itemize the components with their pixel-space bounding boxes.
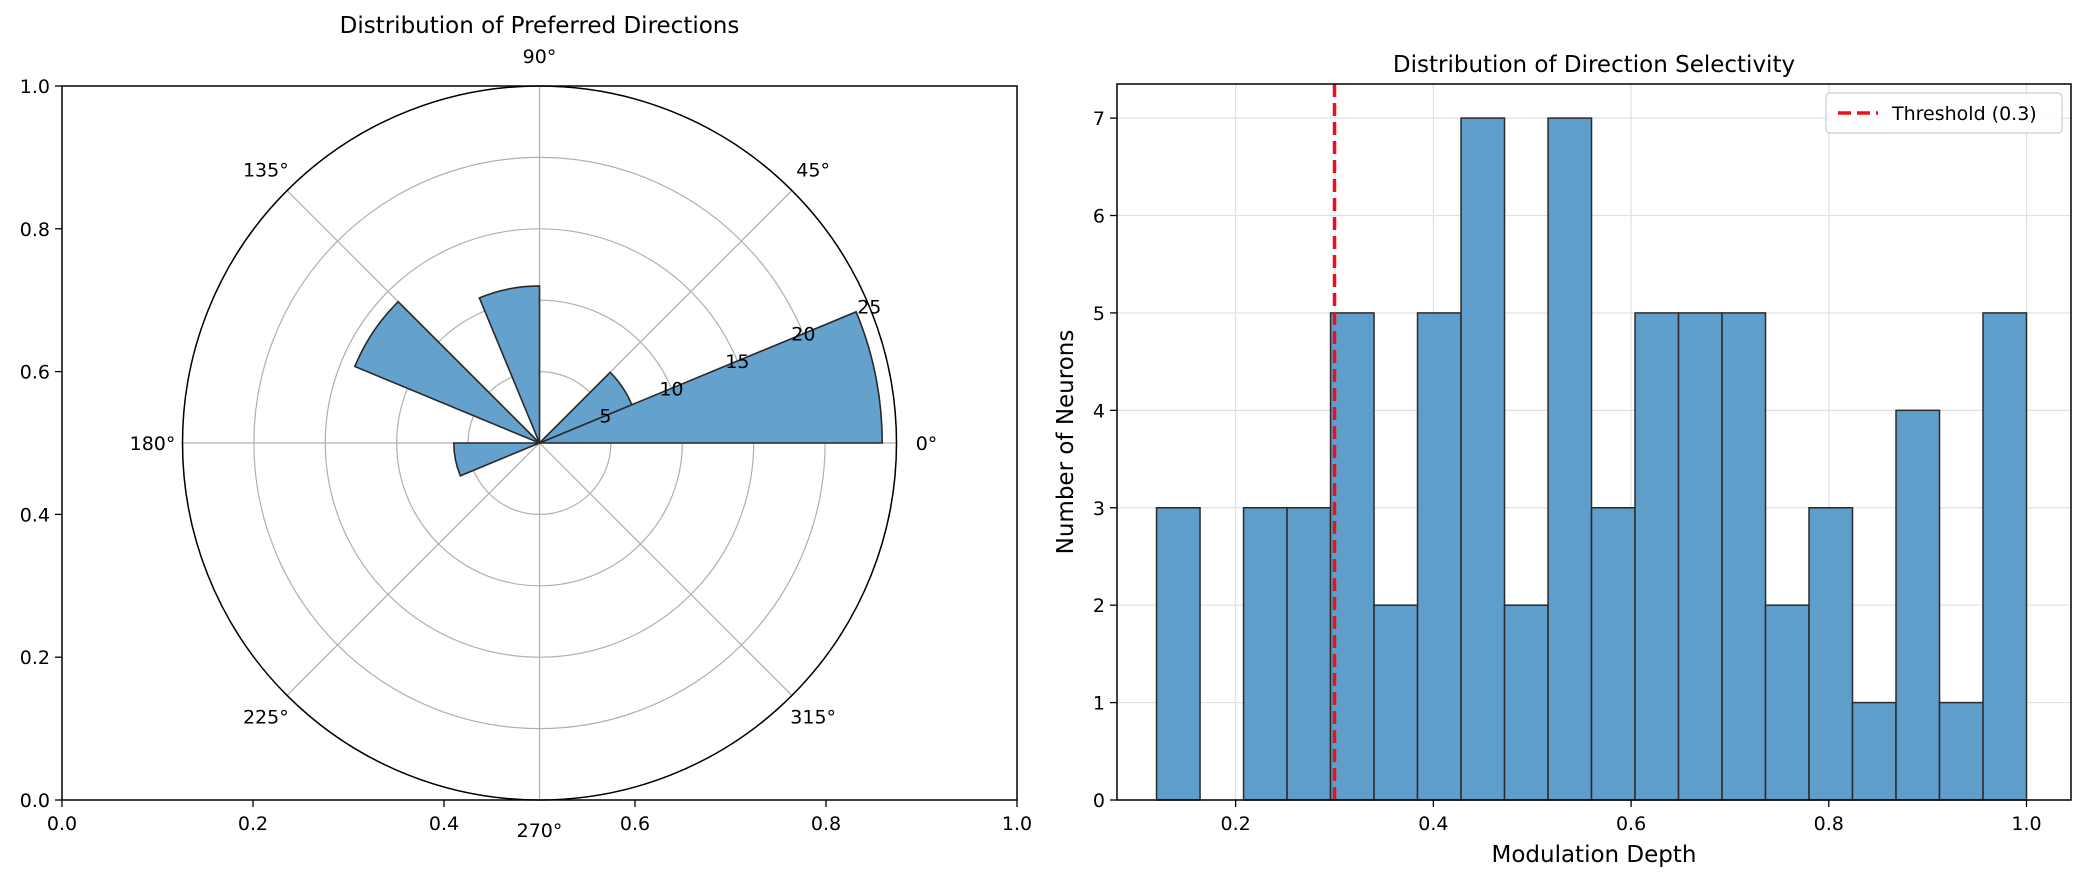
histogram-bar [1808, 507, 1854, 801]
histogram-bar [1938, 701, 1984, 801]
polar-angle-labels: 0° 45° 90° 135° 180° 225° 270° 315° [130, 46, 938, 842]
histogram-bar [1329, 312, 1375, 801]
polar-angle-label: 225° [243, 707, 289, 729]
polar-chart-title: Distribution of Preferred Directions [340, 13, 740, 39]
histogram-x-tick-label: 1.0 [2011, 813, 2041, 835]
polar-outer-y-tick-label: 0.4 [20, 504, 50, 526]
histogram-y-tick-label: 3 [1093, 498, 1105, 520]
histogram-y-tick-label: 5 [1093, 303, 1105, 325]
histogram-y-tick-label: 1 [1093, 693, 1105, 715]
histogram-bars [1155, 117, 2028, 801]
polar-radial-tick-label: 25 [857, 296, 881, 318]
polar-bar [538, 371, 633, 444]
polar-outer-x-tick-label: 0.0 [47, 813, 77, 835]
polar-bar [453, 442, 540, 477]
legend: Threshold (0.3) [1825, 92, 2063, 134]
polar-outer-y-tick-label: 1.0 [20, 76, 50, 98]
histogram-x-tick-label: 0.2 [1221, 813, 1251, 835]
polar-radial-tick-label: 10 [659, 378, 683, 400]
polar-outer-y-tick-label: 0.2 [20, 647, 50, 669]
polar-chart: 0.00.0 0.2 0.2 0.4 0.4 0.6 0.6 0.8 0.8 1.0 1.0 0° 4… [20, 13, 1032, 842]
histogram-y-tick-label: 4 [1093, 400, 1105, 422]
polar-outer-y-tick-label: 0.8 [20, 219, 50, 241]
histogram-y-tick-label: 2 [1093, 595, 1105, 617]
histogram-title: Distribution of Direction Selectivity [1393, 52, 1795, 78]
legend-label-threshold: Threshold (0.3) [1891, 103, 2037, 125]
histogram-bar [1590, 507, 1636, 801]
polar-bar [478, 285, 541, 444]
histogram-x-axis-label: Modulation Depth [1491, 842, 1696, 868]
polar-bar [539, 310, 884, 444]
histogram-bar [1155, 507, 1201, 801]
polar-bars [353, 285, 884, 477]
histogram-y-tick-label: 7 [1093, 108, 1105, 130]
histogram-bar [1721, 312, 1767, 801]
polar-outer-x-tick-label: 0.6 [620, 813, 650, 835]
histogram-bar [1547, 117, 1593, 801]
polar-angle-label: 135° [243, 159, 289, 181]
polar-grid-spoke [539, 442, 793, 696]
polar-angle-label: 270° [517, 820, 563, 842]
polar-outer-x-tick-label: 0.4 [429, 813, 459, 835]
polar-radial-tick-label: 15 [725, 351, 749, 373]
polar-outer-x-tick-label: 1.0 [1002, 813, 1032, 835]
histogram-y-ticks: 0 1 2 3 4 5 6 7 [1093, 108, 1117, 812]
polar-angle-label: 0° [916, 433, 938, 455]
histogram-x-tick-label: 0.8 [1814, 813, 1844, 835]
polar-outer-x-tick-label: 0.2 [238, 813, 268, 835]
polar-outer-y-tick-label: 0.0 [20, 790, 50, 812]
polar-radial-tick-label: 20 [791, 324, 815, 346]
histogram-bar [1764, 604, 1810, 801]
histogram-chart: 0.2 0.4 0.6 0.8 1.0 0 1 2 3 4 5 6 7 Distribution of… [1053, 52, 2072, 868]
polar-outer-y-tick-label: 0.6 [20, 362, 50, 384]
histogram-bar [1982, 312, 2028, 801]
histogram-bar [1677, 312, 1723, 801]
histogram-y-tick-label: 6 [1093, 206, 1105, 228]
histogram-x-tick-label: 0.4 [1418, 813, 1448, 835]
histogram-axes-frame [1116, 83, 2072, 801]
histogram-y-tick-label: 0 [1093, 790, 1105, 812]
polar-angle-label: 90° [523, 46, 557, 68]
polar-spine [181, 85, 898, 801]
histogram-bar [1373, 604, 1419, 801]
histogram-bar [1895, 409, 1941, 801]
histogram-bar [1634, 312, 1680, 801]
histogram-x-ticks: 0.2 0.4 0.6 0.8 1.0 [1221, 800, 2042, 835]
polar-angle-label: 45° [796, 159, 830, 181]
polar-radial-labels: 5 10 15 20 25 [599, 296, 881, 427]
polar-radial-tick-label: 5 [599, 406, 611, 428]
polar-outer-x-tick-label: 0.8 [811, 813, 841, 835]
histogram-bar [1851, 701, 1897, 801]
polar-bar [353, 300, 541, 444]
histogram-bar [1503, 604, 1549, 801]
histogram-bar [1460, 117, 1506, 801]
polar-angle-label: 315° [790, 707, 836, 729]
legend-box [1825, 92, 2063, 134]
polar-angle-label: 180° [130, 433, 176, 455]
polar-outer-axes-ticks: 0.00.0 0.2 0.2 0.4 0.4 0.6 0.6 0.8 0.8 1.0 1.0 [20, 76, 1032, 835]
histogram-bar [1242, 507, 1288, 801]
polar-grid-spoke [286, 442, 540, 696]
histogram-x-tick-label: 0.6 [1616, 813, 1646, 835]
histogram-bar [1286, 507, 1332, 801]
histogram-y-axis-label: Number of Neurons [1053, 330, 1079, 555]
histogram-bar [1416, 312, 1462, 801]
